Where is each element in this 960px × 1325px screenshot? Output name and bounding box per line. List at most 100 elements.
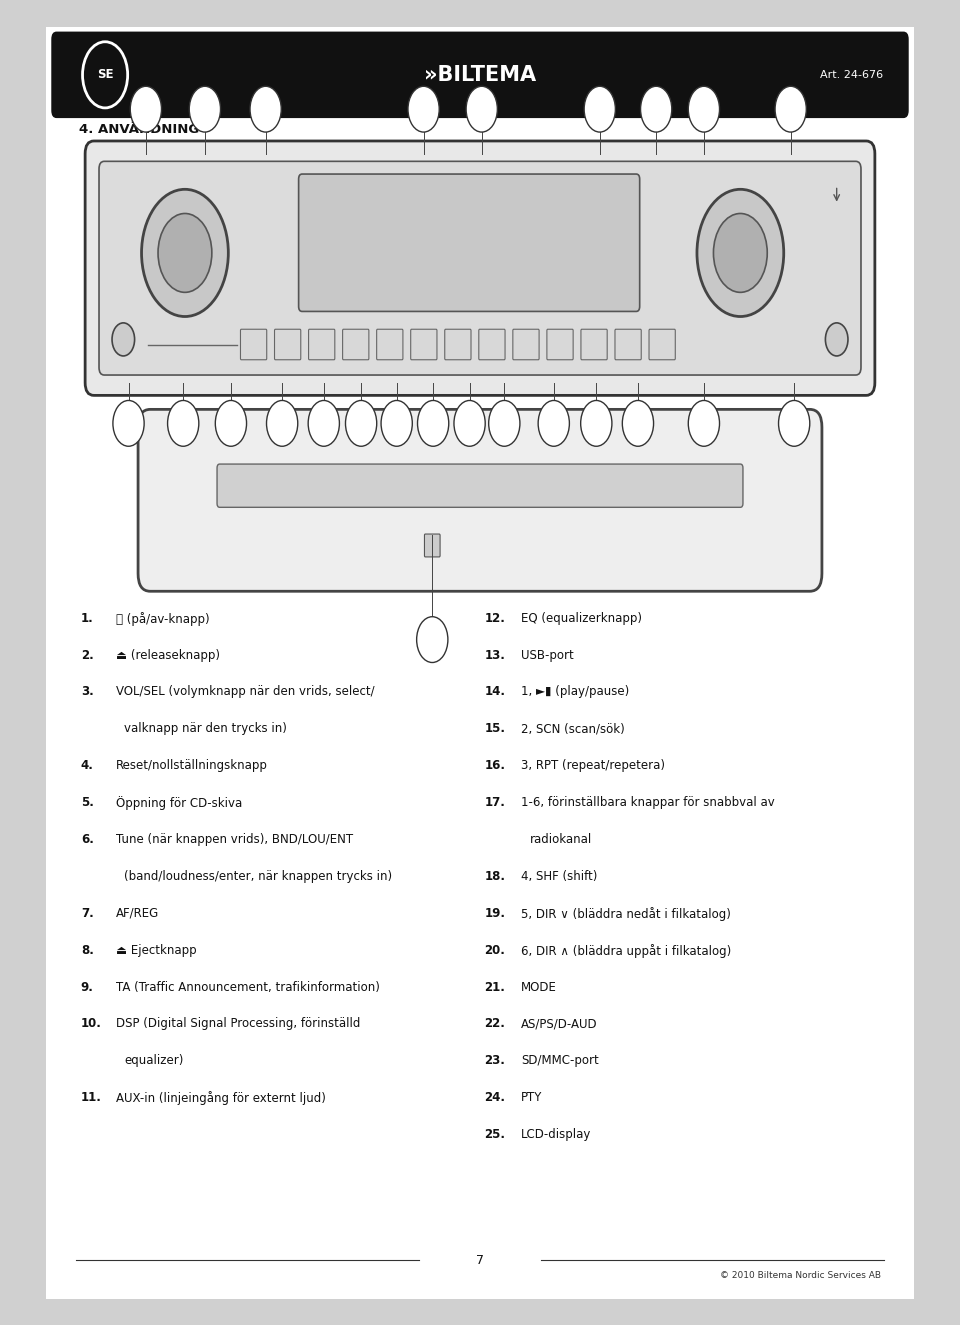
Text: AUX-in (linjeingång för externt ljud): AUX-in (linjeingång för externt ljud) bbox=[115, 1092, 325, 1105]
FancyBboxPatch shape bbox=[479, 329, 505, 360]
FancyBboxPatch shape bbox=[240, 329, 267, 360]
Circle shape bbox=[113, 400, 144, 447]
Text: ⏏ Ejectknapp: ⏏ Ejectknapp bbox=[115, 943, 196, 957]
Text: 1.: 1. bbox=[81, 612, 93, 624]
Text: 13: 13 bbox=[276, 419, 287, 428]
Text: SE: SE bbox=[97, 69, 113, 81]
Text: 23: 23 bbox=[699, 419, 709, 428]
Text: Tune (när knappen vrids), BND/LOU/ENT: Tune (när knappen vrids), BND/LOU/ENT bbox=[115, 833, 352, 845]
Text: 4.: 4. bbox=[81, 759, 94, 772]
Circle shape bbox=[250, 86, 281, 132]
Circle shape bbox=[189, 86, 221, 132]
FancyBboxPatch shape bbox=[217, 464, 743, 507]
Text: 11: 11 bbox=[178, 419, 188, 428]
Text: LCD-display: LCD-display bbox=[520, 1128, 591, 1141]
Text: 22: 22 bbox=[633, 419, 643, 428]
FancyBboxPatch shape bbox=[41, 20, 919, 1305]
Text: 10.: 10. bbox=[81, 1018, 102, 1031]
Text: 6.: 6. bbox=[81, 833, 94, 845]
Text: 12: 12 bbox=[226, 419, 236, 428]
Text: 9: 9 bbox=[788, 105, 793, 114]
FancyBboxPatch shape bbox=[299, 174, 639, 311]
Text: 15.: 15. bbox=[485, 722, 505, 735]
Circle shape bbox=[539, 400, 569, 447]
Text: 13.: 13. bbox=[485, 648, 505, 661]
Text: MODE: MODE bbox=[520, 980, 557, 994]
Text: TA (Traffic Announcement, trafikinformation): TA (Traffic Announcement, trafikinformat… bbox=[115, 980, 379, 994]
Text: 3.: 3. bbox=[81, 685, 93, 698]
Text: 8: 8 bbox=[701, 105, 707, 114]
FancyBboxPatch shape bbox=[275, 329, 300, 360]
Text: (band/loudness/enter, när knappen trycks in): (band/loudness/enter, när knappen trycks… bbox=[124, 869, 393, 882]
Text: 23.: 23. bbox=[485, 1055, 505, 1067]
Circle shape bbox=[622, 400, 654, 447]
Circle shape bbox=[308, 400, 340, 447]
Circle shape bbox=[381, 400, 412, 447]
Text: 10: 10 bbox=[123, 419, 133, 428]
Circle shape bbox=[454, 400, 485, 447]
Text: 16.: 16. bbox=[485, 759, 505, 772]
Text: ⏻ (på/av-knapp): ⏻ (på/av-knapp) bbox=[115, 612, 209, 625]
Text: 24: 24 bbox=[789, 419, 800, 428]
Text: © 2010 Biltema Nordic Services AB: © 2010 Biltema Nordic Services AB bbox=[720, 1271, 881, 1280]
Circle shape bbox=[688, 86, 720, 132]
Circle shape bbox=[581, 400, 612, 447]
Text: 5, DIR ∨ (bläddra nedåt i filkatalog): 5, DIR ∨ (bläddra nedåt i filkatalog) bbox=[520, 906, 731, 921]
Text: Art. 24-676: Art. 24-676 bbox=[821, 70, 883, 80]
Circle shape bbox=[713, 213, 767, 293]
Text: 19: 19 bbox=[499, 419, 510, 428]
Text: 18: 18 bbox=[465, 419, 475, 428]
Text: 9.: 9. bbox=[81, 980, 94, 994]
Text: 25: 25 bbox=[476, 105, 487, 114]
Text: 20: 20 bbox=[548, 419, 559, 428]
Text: 14: 14 bbox=[319, 419, 329, 428]
FancyBboxPatch shape bbox=[411, 329, 437, 360]
Text: 8.: 8. bbox=[81, 943, 94, 957]
Text: DSP (Digital Signal Processing, förinställd: DSP (Digital Signal Processing, förinstä… bbox=[115, 1018, 360, 1031]
Circle shape bbox=[697, 189, 783, 317]
Circle shape bbox=[158, 213, 212, 293]
Text: 6, DIR ∧ (bläddra uppåt i filkatalog): 6, DIR ∧ (bläddra uppåt i filkatalog) bbox=[520, 943, 731, 958]
Text: 19.: 19. bbox=[485, 906, 505, 920]
FancyBboxPatch shape bbox=[424, 534, 440, 556]
FancyBboxPatch shape bbox=[615, 329, 641, 360]
Circle shape bbox=[489, 400, 520, 447]
FancyBboxPatch shape bbox=[581, 329, 607, 360]
Text: 7: 7 bbox=[476, 1253, 484, 1267]
Text: 20.: 20. bbox=[485, 943, 505, 957]
Circle shape bbox=[417, 616, 448, 662]
Text: 21.: 21. bbox=[485, 980, 505, 994]
Text: Öppning för CD-skiva: Öppning för CD-skiva bbox=[115, 796, 242, 810]
Circle shape bbox=[267, 400, 298, 447]
Circle shape bbox=[775, 86, 806, 132]
FancyBboxPatch shape bbox=[513, 329, 540, 360]
Circle shape bbox=[640, 86, 672, 132]
Text: 4, SHF (shift): 4, SHF (shift) bbox=[520, 869, 597, 882]
Text: 1, ►▮ (play/pause): 1, ►▮ (play/pause) bbox=[520, 685, 629, 698]
Circle shape bbox=[141, 189, 228, 317]
Text: 3, RPT (repeat/repetera): 3, RPT (repeat/repetera) bbox=[520, 759, 664, 772]
Text: 6: 6 bbox=[597, 105, 603, 114]
Text: VOL/SEL (volymknapp när den vrids, select/: VOL/SEL (volymknapp när den vrids, selec… bbox=[115, 685, 374, 698]
Text: 1: 1 bbox=[143, 105, 149, 114]
Text: 24.: 24. bbox=[485, 1092, 505, 1104]
FancyBboxPatch shape bbox=[343, 329, 369, 360]
Text: 11.: 11. bbox=[81, 1092, 102, 1104]
Text: 2: 2 bbox=[203, 105, 207, 114]
Circle shape bbox=[467, 86, 497, 132]
Text: 1-6, förinställbara knappar för snabbval av: 1-6, förinställbara knappar för snabbval… bbox=[520, 796, 775, 810]
Text: 7: 7 bbox=[654, 105, 659, 114]
Text: USB-port: USB-port bbox=[520, 648, 573, 661]
Circle shape bbox=[131, 86, 161, 132]
Circle shape bbox=[584, 86, 615, 132]
Text: 17: 17 bbox=[428, 419, 439, 428]
Text: 12.: 12. bbox=[485, 612, 505, 624]
Circle shape bbox=[408, 86, 440, 132]
Circle shape bbox=[112, 323, 134, 356]
Text: EQ (equalizerknapp): EQ (equalizerknapp) bbox=[520, 612, 642, 624]
Text: 25.: 25. bbox=[485, 1128, 505, 1141]
Circle shape bbox=[83, 42, 128, 107]
Circle shape bbox=[688, 400, 720, 447]
Text: equalizer): equalizer) bbox=[124, 1055, 183, 1067]
Text: 22.: 22. bbox=[485, 1018, 505, 1031]
